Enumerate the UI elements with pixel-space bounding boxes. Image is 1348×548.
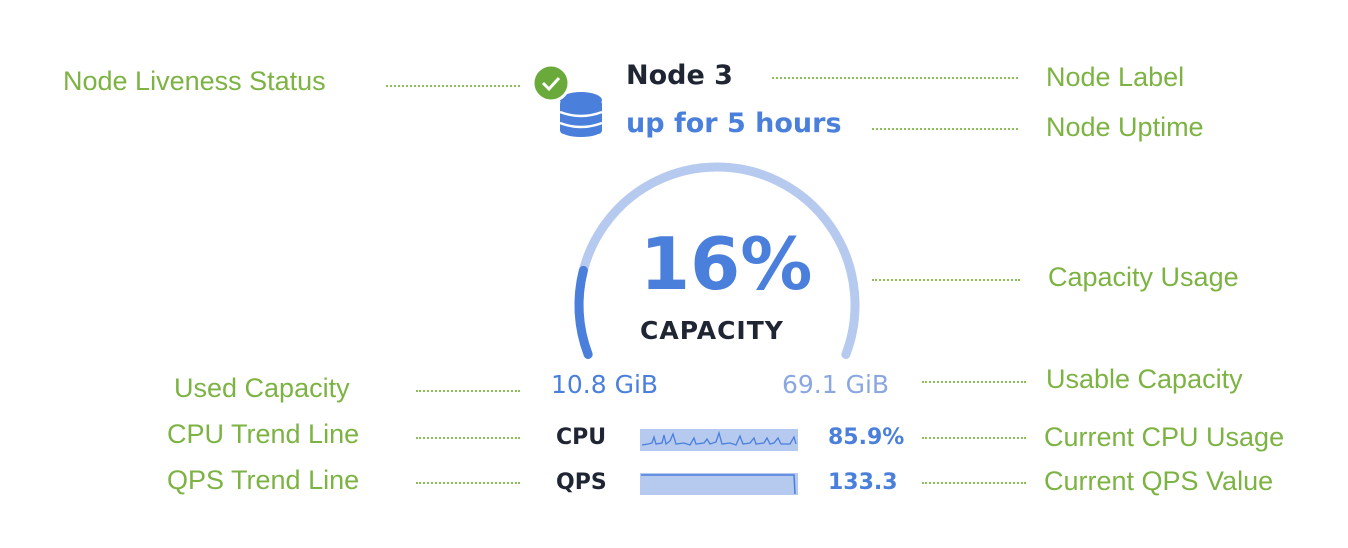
- annotation-qps-trend: QPS Trend Line: [167, 465, 360, 495]
- annotation-liveness: Node Liveness Status: [63, 66, 326, 96]
- leader-line: [872, 279, 1020, 281]
- leader-line: [922, 437, 1026, 439]
- qps-trend-line: [641, 474, 796, 495]
- qps-value: 133.3: [828, 470, 898, 495]
- check-circle-icon: [531, 63, 571, 103]
- capacity-gauge: [574, 162, 860, 359]
- leader-line: [772, 77, 1018, 79]
- annotation-uptime: Node Uptime: [1046, 112, 1204, 142]
- leader-line: [872, 128, 1018, 130]
- cpu-label: CPU: [556, 425, 607, 450]
- annotation-label: Node Label: [1046, 62, 1185, 92]
- node-uptime: up for 5 hours: [626, 108, 842, 139]
- cpu-trend-line: [641, 430, 797, 446]
- leader-line: [922, 482, 1026, 484]
- qps-sparkline[interactable]: [640, 473, 798, 495]
- qps-label: QPS: [556, 470, 607, 495]
- annotation-cpu-current: Current CPU Usage: [1044, 422, 1285, 452]
- node-label[interactable]: Node 3: [626, 60, 733, 91]
- cpu-sparkline[interactable]: [640, 429, 798, 451]
- annotation-used-capacity: Used Capacity: [174, 373, 350, 403]
- capacity-percent: 16%: [640, 222, 813, 306]
- leader-line: [416, 437, 520, 439]
- annotation-qps-current: Current QPS Value: [1044, 466, 1274, 496]
- database-icon: [559, 92, 603, 137]
- cpu-value: 85.9%: [828, 425, 905, 450]
- capacity-label: CAPACITY: [640, 316, 784, 345]
- used-capacity: 10.8 GiB: [551, 370, 659, 399]
- annotation-capacity-usage: Capacity Usage: [1048, 262, 1239, 292]
- usable-capacity: 69.1 GiB: [782, 370, 890, 399]
- annotation-cpu-trend: CPU Trend Line: [167, 419, 360, 449]
- gauge-fill: [574, 265, 593, 359]
- leader-line: [416, 482, 520, 484]
- annotation-usable-capacity: Usable Capacity: [1046, 364, 1243, 394]
- leader-line: [416, 390, 520, 392]
- leader-line: [922, 381, 1026, 383]
- node-icon-group: [531, 63, 603, 137]
- leader-line: [386, 85, 520, 87]
